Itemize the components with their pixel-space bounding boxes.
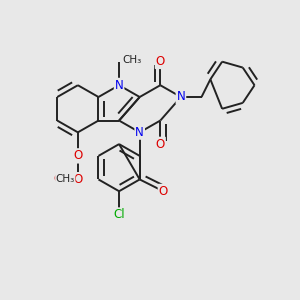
Text: N: N: [176, 91, 185, 103]
Text: O: O: [73, 149, 83, 162]
Text: CH₃: CH₃: [56, 174, 75, 184]
Text: O: O: [53, 174, 62, 184]
Text: N: N: [115, 79, 124, 92]
Text: O: O: [159, 185, 168, 198]
Text: O: O: [156, 138, 165, 151]
Text: O: O: [73, 173, 83, 186]
Text: O: O: [156, 55, 165, 68]
Text: Cl: Cl: [113, 208, 125, 221]
Text: O: O: [73, 149, 83, 162]
Text: N: N: [135, 126, 144, 139]
Text: CH₃: CH₃: [122, 55, 141, 65]
